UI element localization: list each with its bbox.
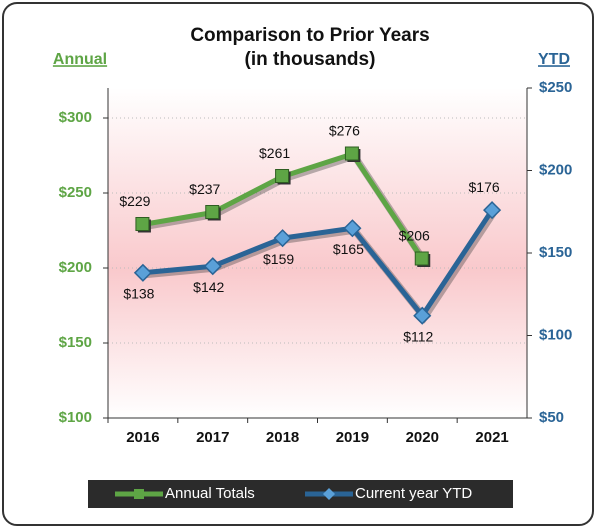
marker: [135, 217, 150, 231]
marker: [343, 219, 362, 238]
plot-area: [108, 88, 527, 418]
marker: [275, 169, 290, 183]
data-label: $276: [329, 123, 360, 139]
legend-label: Current year YTD: [355, 485, 472, 502]
data-label: $237: [189, 181, 220, 197]
y2-tick-label: $150: [539, 244, 572, 261]
marker: [344, 146, 359, 161]
data-label: $138: [123, 286, 154, 302]
chart-title: Comparison to Prior Years: [190, 25, 429, 46]
data-label: $142: [193, 279, 224, 295]
x-tick-label: 2018: [266, 429, 299, 446]
y-tick-label: $100: [59, 409, 92, 426]
marker: [483, 201, 502, 220]
data-label: $206: [399, 228, 430, 244]
marker: [205, 205, 220, 219]
legend-marker: [134, 489, 144, 499]
y2-tick-label: $50: [539, 409, 564, 426]
data-label: $159: [263, 251, 294, 267]
data-label: $176: [469, 179, 500, 195]
data-label: $229: [119, 193, 150, 209]
legend-marker: [323, 488, 335, 500]
y-tick-label: $300: [59, 109, 92, 126]
data-label: $165: [333, 241, 364, 257]
legend-label: Annual Totals: [165, 485, 255, 502]
y-axis-label: Annual: [53, 51, 107, 68]
marker: [414, 251, 429, 266]
y2-tick-label: $100: [539, 326, 572, 343]
chart-subtitle: (in thousands): [245, 49, 376, 70]
series-line: [142, 208, 495, 319]
x-tick-label: 2017: [196, 429, 229, 446]
marker: [413, 306, 432, 325]
y2-tick-label: $250: [539, 79, 572, 96]
y-tick-label: $200: [59, 259, 92, 276]
x-tick-label: 2021: [475, 429, 508, 446]
x-tick-label: 2019: [336, 429, 369, 446]
y2-axis-label: YTD: [538, 51, 570, 68]
x-tick-label: 2016: [126, 429, 159, 446]
y2-tick-label: $200: [539, 161, 572, 178]
y-tick-label: $250: [59, 184, 92, 201]
x-tick-label: 2020: [406, 429, 439, 446]
data-label: $112: [403, 328, 433, 344]
y-tick-label: $150: [59, 334, 92, 351]
marker: [203, 257, 222, 276]
marker: [133, 263, 152, 282]
data-label: $261: [259, 145, 290, 161]
marker: [273, 229, 292, 248]
